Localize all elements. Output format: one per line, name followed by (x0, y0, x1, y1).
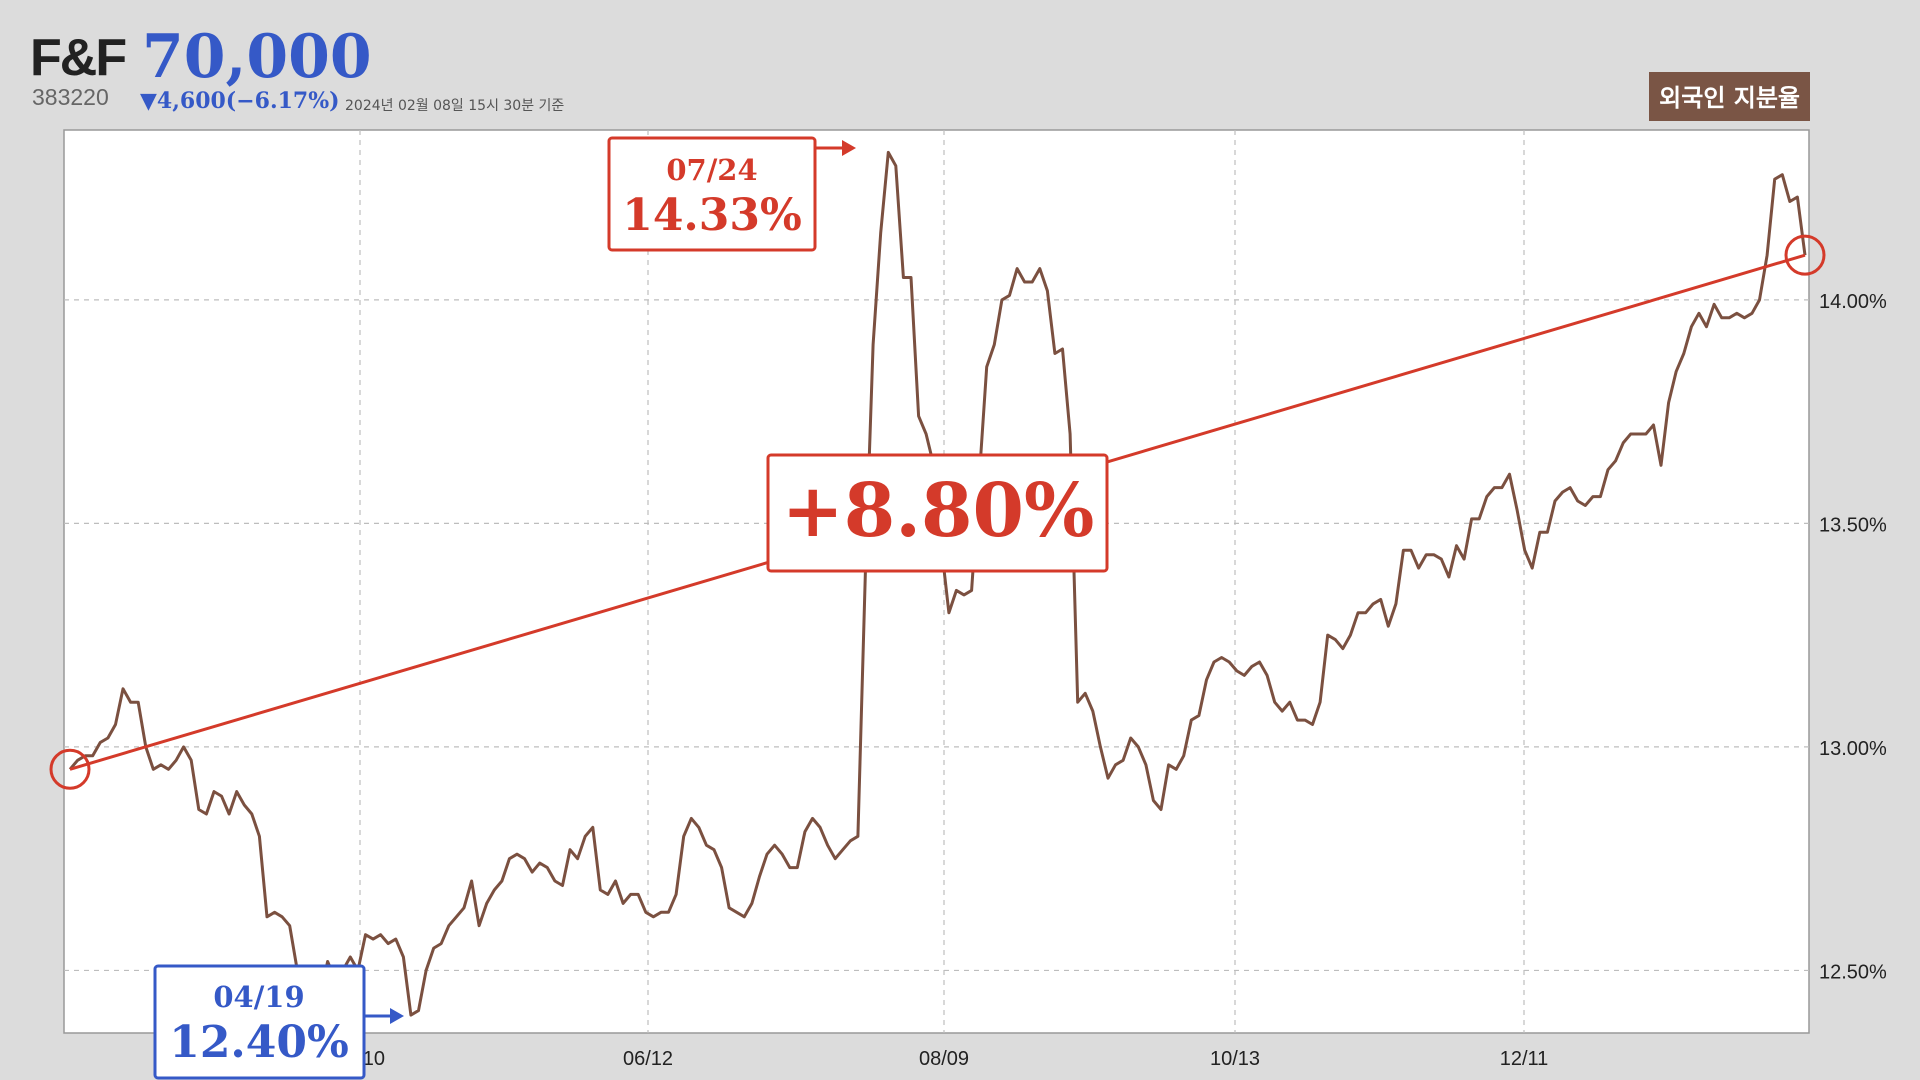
x-tick-label: 10/13 (1210, 1048, 1260, 1070)
y-tick-label: 13.00% (1819, 738, 1887, 760)
low-date: 04/19 (213, 980, 304, 1014)
x-tick-label: 12/11 (1500, 1048, 1549, 1070)
y-tick-label: 12.50% (1819, 961, 1887, 983)
change-value: +8.80% (782, 468, 1095, 554)
change-annotation: +8.80% (766, 453, 1109, 573)
high-value: 14.33% (622, 190, 802, 241)
end-marker (1784, 234, 1826, 276)
x-tick-label: 06/12 (623, 1048, 673, 1070)
high-annotation: 07/24 14.33% (607, 136, 856, 252)
high-arrow-head (842, 140, 856, 156)
price-change: ▼4,600(−6.17%) (140, 88, 340, 114)
stock-code: 383220 (32, 84, 109, 110)
plot-area (63, 129, 1810, 1034)
stock-price: 70,000 (142, 22, 372, 92)
x-tick-label: 08/09 (919, 1048, 969, 1070)
start-marker (49, 748, 91, 790)
as-of-date: 2024년 02월 08일 15시 30분 기준 (345, 98, 565, 114)
foreign-ownership-badge: 외국인 지분율 (1649, 72, 1810, 121)
y-tick-label: 14.00% (1819, 291, 1887, 313)
high-date: 07/24 (666, 153, 757, 187)
low-arrow-head (390, 1008, 404, 1024)
low-value: 12.40% (169, 1017, 349, 1068)
y-tick-label: 13.50% (1819, 514, 1887, 536)
low-annotation: 04/19 12.40% (153, 964, 404, 1080)
stock-name: F&F (30, 29, 127, 87)
